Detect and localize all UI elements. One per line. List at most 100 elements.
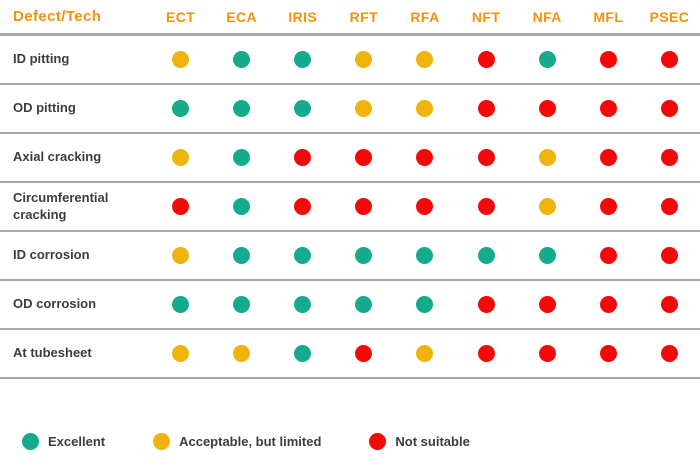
rating-dot-not-suitable — [477, 51, 495, 68]
legend-label: Excellent — [48, 434, 106, 449]
rating-dot-acceptable — [538, 149, 556, 166]
rating-dot-acceptable — [538, 198, 556, 215]
legend-label: Not suitable — [395, 434, 470, 449]
table-row: ID corrosion — [0, 232, 700, 281]
rating-dot-not-suitable — [599, 296, 617, 313]
column-header-eca: ECA — [226, 8, 258, 25]
rating-dot-not-suitable — [477, 345, 495, 362]
legend-item-not-suitable: Not suitable — [369, 433, 470, 450]
rating-cell — [272, 51, 333, 68]
rating-cell — [456, 345, 517, 362]
column-header-psec: PSEC — [649, 8, 690, 25]
table-header-row: Defect/Tech ECT ECA IRIS RFT RFA NFT NFA MFL PSE… — [0, 0, 700, 36]
rating-cell — [211, 198, 272, 215]
rating-cell — [394, 296, 455, 313]
rating-dot-acceptable — [355, 100, 373, 117]
column-header-rft: RFT — [349, 8, 379, 25]
rating-dot-not-suitable — [599, 345, 617, 362]
rating-dot-excellent — [416, 247, 434, 264]
rating-dot-excellent — [233, 51, 251, 68]
table-row: ID pitting — [0, 36, 700, 85]
rating-cell — [456, 198, 517, 215]
rating-dot-acceptable — [416, 345, 434, 362]
rating-cell — [394, 51, 455, 68]
rating-cell — [150, 100, 211, 117]
rating-cell — [517, 345, 578, 362]
rating-cell — [211, 51, 272, 68]
rating-cell — [639, 149, 700, 166]
rating-dot-not-suitable — [538, 345, 556, 362]
rating-cell — [578, 198, 639, 215]
rating-dot-not-suitable — [599, 100, 617, 117]
rating-dot-acceptable — [172, 247, 190, 264]
rating-cell — [517, 51, 578, 68]
rating-dot-not-suitable — [355, 345, 373, 362]
legend-item-acceptable: Acceptable, but limited — [153, 433, 321, 450]
rating-cell — [517, 247, 578, 264]
rating-dot-excellent — [294, 345, 312, 362]
rating-dot-excellent — [233, 296, 251, 313]
rating-dot-not-suitable — [355, 149, 373, 166]
column-header-nfa: NFA — [532, 8, 562, 25]
column-header-ect: ECT — [165, 8, 196, 25]
rating-dot-excellent — [355, 247, 373, 264]
legend-dot-not-suitable — [369, 433, 387, 450]
legend-dot-excellent — [22, 433, 39, 450]
legend-dot-acceptable — [153, 433, 171, 450]
rating-dot-not-suitable — [294, 149, 312, 166]
rating-dot-excellent — [355, 296, 373, 313]
rating-cell — [578, 100, 639, 117]
table-row: At tubesheet — [0, 330, 700, 379]
rating-dot-not-suitable — [477, 100, 495, 117]
rating-dot-not-suitable — [660, 296, 678, 313]
rating-dot-excellent — [416, 296, 434, 313]
rating-cell — [456, 100, 517, 117]
rating-dot-not-suitable — [660, 345, 678, 362]
rating-dot-excellent — [538, 51, 556, 68]
row-label: Circumferential cracking — [13, 190, 109, 222]
table-row: Axial cracking — [0, 134, 700, 183]
rating-cell — [150, 51, 211, 68]
rating-cell — [639, 198, 700, 215]
defect-tech-table: Defect/Tech ECT ECA IRIS RFT RFA NFT NFA MFL PSE… — [0, 0, 700, 379]
rating-dot-acceptable — [172, 345, 190, 362]
table-row: OD pitting — [0, 85, 700, 134]
rating-cell — [639, 247, 700, 264]
table-body: ID pitting OD pitting Axial cracking Circum… — [0, 36, 700, 379]
rating-cell — [517, 100, 578, 117]
rating-cell — [394, 247, 455, 264]
rating-dot-not-suitable — [538, 296, 556, 313]
rating-cell — [394, 149, 455, 166]
rating-dot-not-suitable — [599, 51, 617, 68]
rating-dot-excellent — [172, 296, 190, 313]
rating-dot-not-suitable — [660, 51, 678, 68]
rating-dot-not-suitable — [599, 198, 617, 215]
row-label: Axial cracking — [13, 149, 102, 165]
rating-cell — [333, 198, 394, 215]
rating-cell — [211, 247, 272, 264]
rating-cell — [272, 100, 333, 117]
rating-dot-acceptable — [172, 51, 190, 68]
rating-dot-not-suitable — [538, 100, 556, 117]
row-label: OD pitting — [13, 100, 76, 116]
rating-dot-not-suitable — [294, 198, 312, 215]
rating-cell — [394, 100, 455, 117]
rating-cell — [333, 296, 394, 313]
row-label: ID pitting — [13, 51, 70, 67]
rating-cell — [578, 296, 639, 313]
table-row: Circumferential cracking — [0, 183, 700, 232]
rating-dot-acceptable — [172, 149, 190, 166]
rating-cell — [272, 247, 333, 264]
rating-dot-excellent — [172, 100, 190, 117]
rating-cell — [150, 345, 211, 362]
column-header-mfl: MFL — [593, 8, 624, 25]
rating-dot-not-suitable — [660, 247, 678, 264]
rating-cell — [578, 247, 639, 264]
rating-cell — [333, 100, 394, 117]
rating-cell — [578, 51, 639, 68]
rating-dot-not-suitable — [477, 198, 495, 215]
rating-dot-acceptable — [416, 100, 434, 117]
rating-cell — [333, 247, 394, 264]
rating-cell — [456, 51, 517, 68]
